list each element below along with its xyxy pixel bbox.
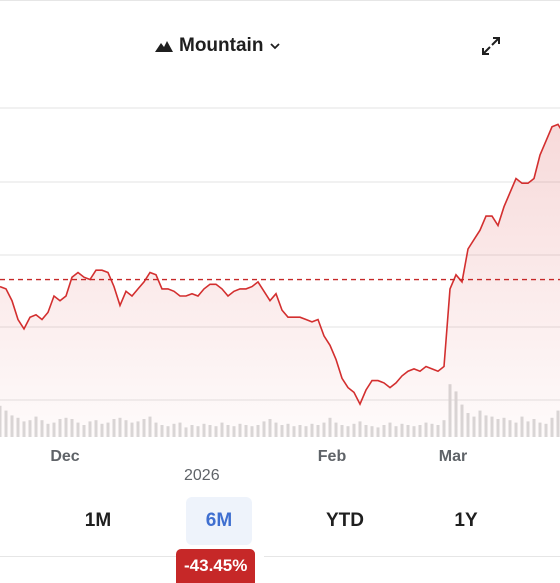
mountain-icon bbox=[155, 40, 173, 52]
x-tick-label: Mar bbox=[439, 448, 467, 465]
bottom-divider bbox=[0, 556, 176, 557]
price-area bbox=[0, 124, 560, 437]
chart-type-label: Mountain bbox=[179, 35, 264, 56]
expand-icon bbox=[478, 37, 504, 63]
chart-type-dropdown[interactable]: Mountain bbox=[155, 33, 281, 59]
price-chart[interactable]: Dec Feb Mar bbox=[0, 100, 560, 470]
chevron-down-icon bbox=[269, 40, 281, 52]
range-ytd[interactable]: YTD bbox=[326, 510, 364, 531]
bottom-divider bbox=[264, 556, 560, 557]
expand-button[interactable] bbox=[478, 33, 504, 59]
range-6m[interactable]: 6M bbox=[186, 497, 252, 545]
range-1y[interactable]: 1Y bbox=[454, 510, 478, 531]
range-1m[interactable]: 1M bbox=[84, 510, 112, 531]
price-line bbox=[0, 123, 560, 406]
range-selector: 1M 6M YTD 1Y bbox=[0, 497, 560, 545]
year-label: 2026 bbox=[184, 467, 220, 484]
change-badge: -43.45% bbox=[176, 549, 256, 583]
x-tick-label: Feb bbox=[318, 448, 347, 465]
x-tick-label: Dec bbox=[50, 448, 79, 465]
top-divider bbox=[0, 0, 560, 1]
